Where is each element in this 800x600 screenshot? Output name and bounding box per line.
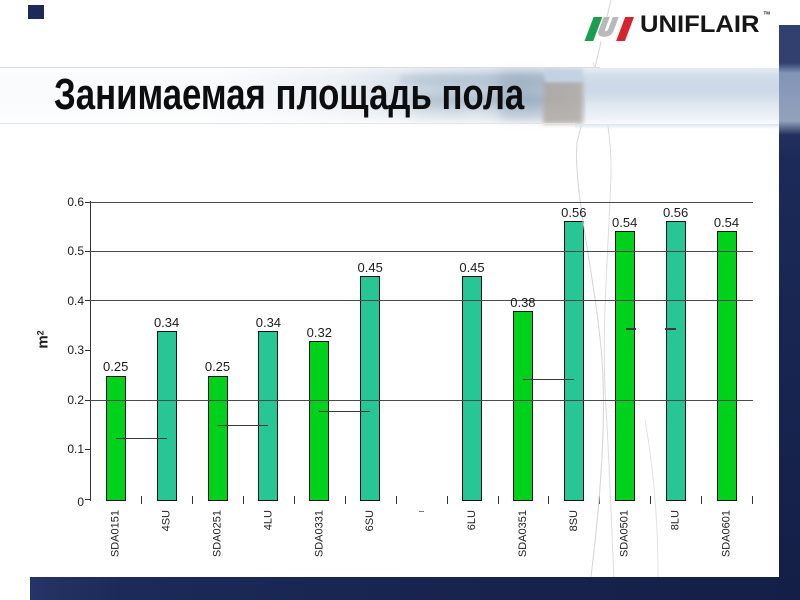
svg-text:TM: TM [764,11,771,16]
svg-text:UNIFLAIR: UNIFLAIR [640,11,760,38]
